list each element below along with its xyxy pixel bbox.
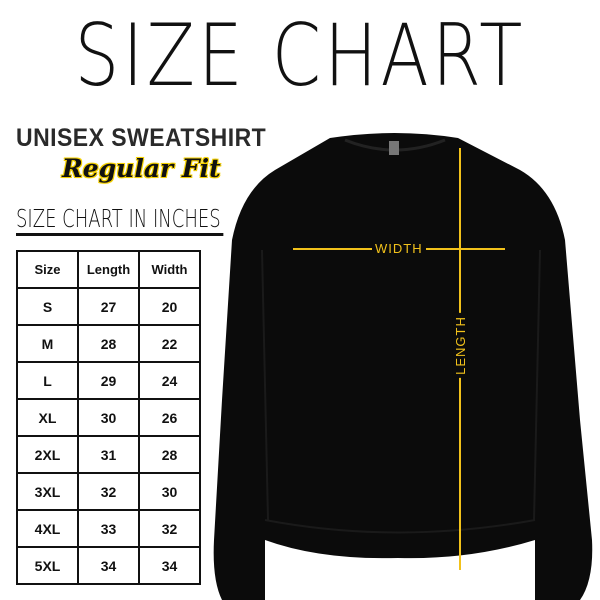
table-cell: 3XL <box>16 472 79 511</box>
table-cell: 32 <box>77 472 140 511</box>
table-row: 5XL 34 34 <box>16 546 201 585</box>
table-cell: 30 <box>77 398 140 437</box>
table-cell: 28 <box>77 324 140 363</box>
table-cell: L <box>16 361 79 400</box>
table-cell: 34 <box>138 546 201 585</box>
sweatshirt-body <box>213 133 593 600</box>
table-cell: 34 <box>77 546 140 585</box>
width-label: WIDTH <box>372 241 426 256</box>
size-table: Size Length Width S 27 20 M 28 22 L 29 24 XL 30 26 2… <box>16 250 201 585</box>
product-name: UNISEX SWEATSHIRT <box>16 124 267 152</box>
table-cell: 28 <box>138 435 201 474</box>
table-cell: 2XL <box>16 435 79 474</box>
page-title: SIZE CHART <box>74 6 526 106</box>
table-cell: S <box>16 287 79 326</box>
table-row: 4XL 33 32 <box>16 509 201 548</box>
table-cell: 33 <box>77 509 140 548</box>
table-cell: 30 <box>138 472 201 511</box>
header-cell: Size <box>16 250 79 289</box>
table-cell: 22 <box>138 324 201 363</box>
table-cell: M <box>16 324 79 363</box>
header-cell: Width <box>138 250 201 289</box>
table-row: M 28 22 <box>16 324 201 363</box>
table-header-row: Size Length Width <box>16 250 201 289</box>
fit-label: Regular Fit <box>62 154 221 183</box>
table-cell: 26 <box>138 398 201 437</box>
table-row: S 27 20 <box>16 287 201 326</box>
table-cell: XL <box>16 398 79 437</box>
table-row: XL 30 26 <box>16 398 201 437</box>
chart-heading: SIZE CHART IN INCHES <box>16 205 224 236</box>
table-cell: 24 <box>138 361 201 400</box>
table-row: 2XL 31 28 <box>16 435 201 474</box>
table-row: L 29 24 <box>16 361 201 400</box>
table-cell: 27 <box>77 287 140 326</box>
table-cell: 31 <box>77 435 140 474</box>
length-label: LENGTH <box>452 313 468 378</box>
header-cell: Length <box>77 250 140 289</box>
table-cell: 20 <box>138 287 201 326</box>
table-cell: 29 <box>77 361 140 400</box>
table-cell: 5XL <box>16 546 79 585</box>
table-cell: 32 <box>138 509 201 548</box>
table-cell: 4XL <box>16 509 79 548</box>
tag-icon <box>389 141 399 155</box>
table-row: 3XL 32 30 <box>16 472 201 511</box>
